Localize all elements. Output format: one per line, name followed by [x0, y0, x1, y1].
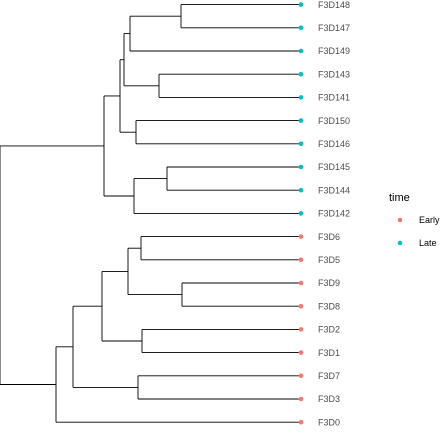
tip-label: F3D6	[318, 232, 340, 242]
tip-point	[298, 280, 304, 286]
tip-label: F3D3	[318, 394, 340, 404]
tip-point	[298, 419, 304, 425]
tip-label: F3D144	[318, 185, 350, 195]
tip-point	[298, 373, 304, 379]
tree-branches	[0, 4, 301, 423]
tip-label: F3D143	[318, 69, 350, 79]
tip-label: F3D5	[318, 255, 340, 265]
legend-label-late: Late	[419, 238, 437, 248]
tip-point	[298, 2, 304, 7]
legend-marker-early	[397, 217, 403, 223]
tip-point	[298, 327, 304, 332]
tip-label: F3D2	[318, 325, 340, 335]
tip-label: F3D141	[318, 93, 350, 103]
tip-label: F3D8	[318, 301, 340, 311]
tip-label: F3D9	[318, 278, 340, 288]
tip-point	[298, 257, 304, 263]
tip-point	[298, 303, 304, 309]
tip-label: F3D145	[318, 162, 350, 172]
tip-point	[298, 350, 304, 355]
tip-label: F3D148	[318, 0, 350, 10]
legend-label-early: Early	[419, 215, 440, 225]
tip-point	[298, 164, 304, 170]
tip-point	[298, 211, 304, 216]
tip-label: F3D149	[318, 46, 350, 56]
tip-labels: F3D148 F3D147 F3D149 F3D143 F3D141 F3D150 F3D1…	[318, 0, 350, 427]
tip-label: F3D7	[318, 371, 340, 381]
tip-point	[298, 25, 304, 31]
legend-marker-late	[397, 240, 403, 246]
tip-label: F3D150	[318, 116, 350, 126]
tip-point	[298, 187, 304, 193]
tip-point	[298, 396, 304, 402]
tip-label: F3D0	[318, 417, 340, 427]
tip-label: F3D142	[318, 209, 350, 219]
tip-point	[298, 95, 304, 100]
tip-points	[298, 2, 304, 425]
tip-label: F3D1	[318, 348, 340, 358]
tip-label: F3D146	[318, 139, 350, 149]
tip-point	[298, 71, 304, 77]
tip-point	[298, 48, 304, 54]
tip-label: F3D147	[318, 23, 350, 33]
tip-point	[298, 234, 304, 239]
tip-point	[298, 141, 304, 147]
legend: time Early Late	[389, 192, 440, 248]
tip-point	[298, 118, 304, 123]
legend-title: time	[389, 192, 410, 204]
